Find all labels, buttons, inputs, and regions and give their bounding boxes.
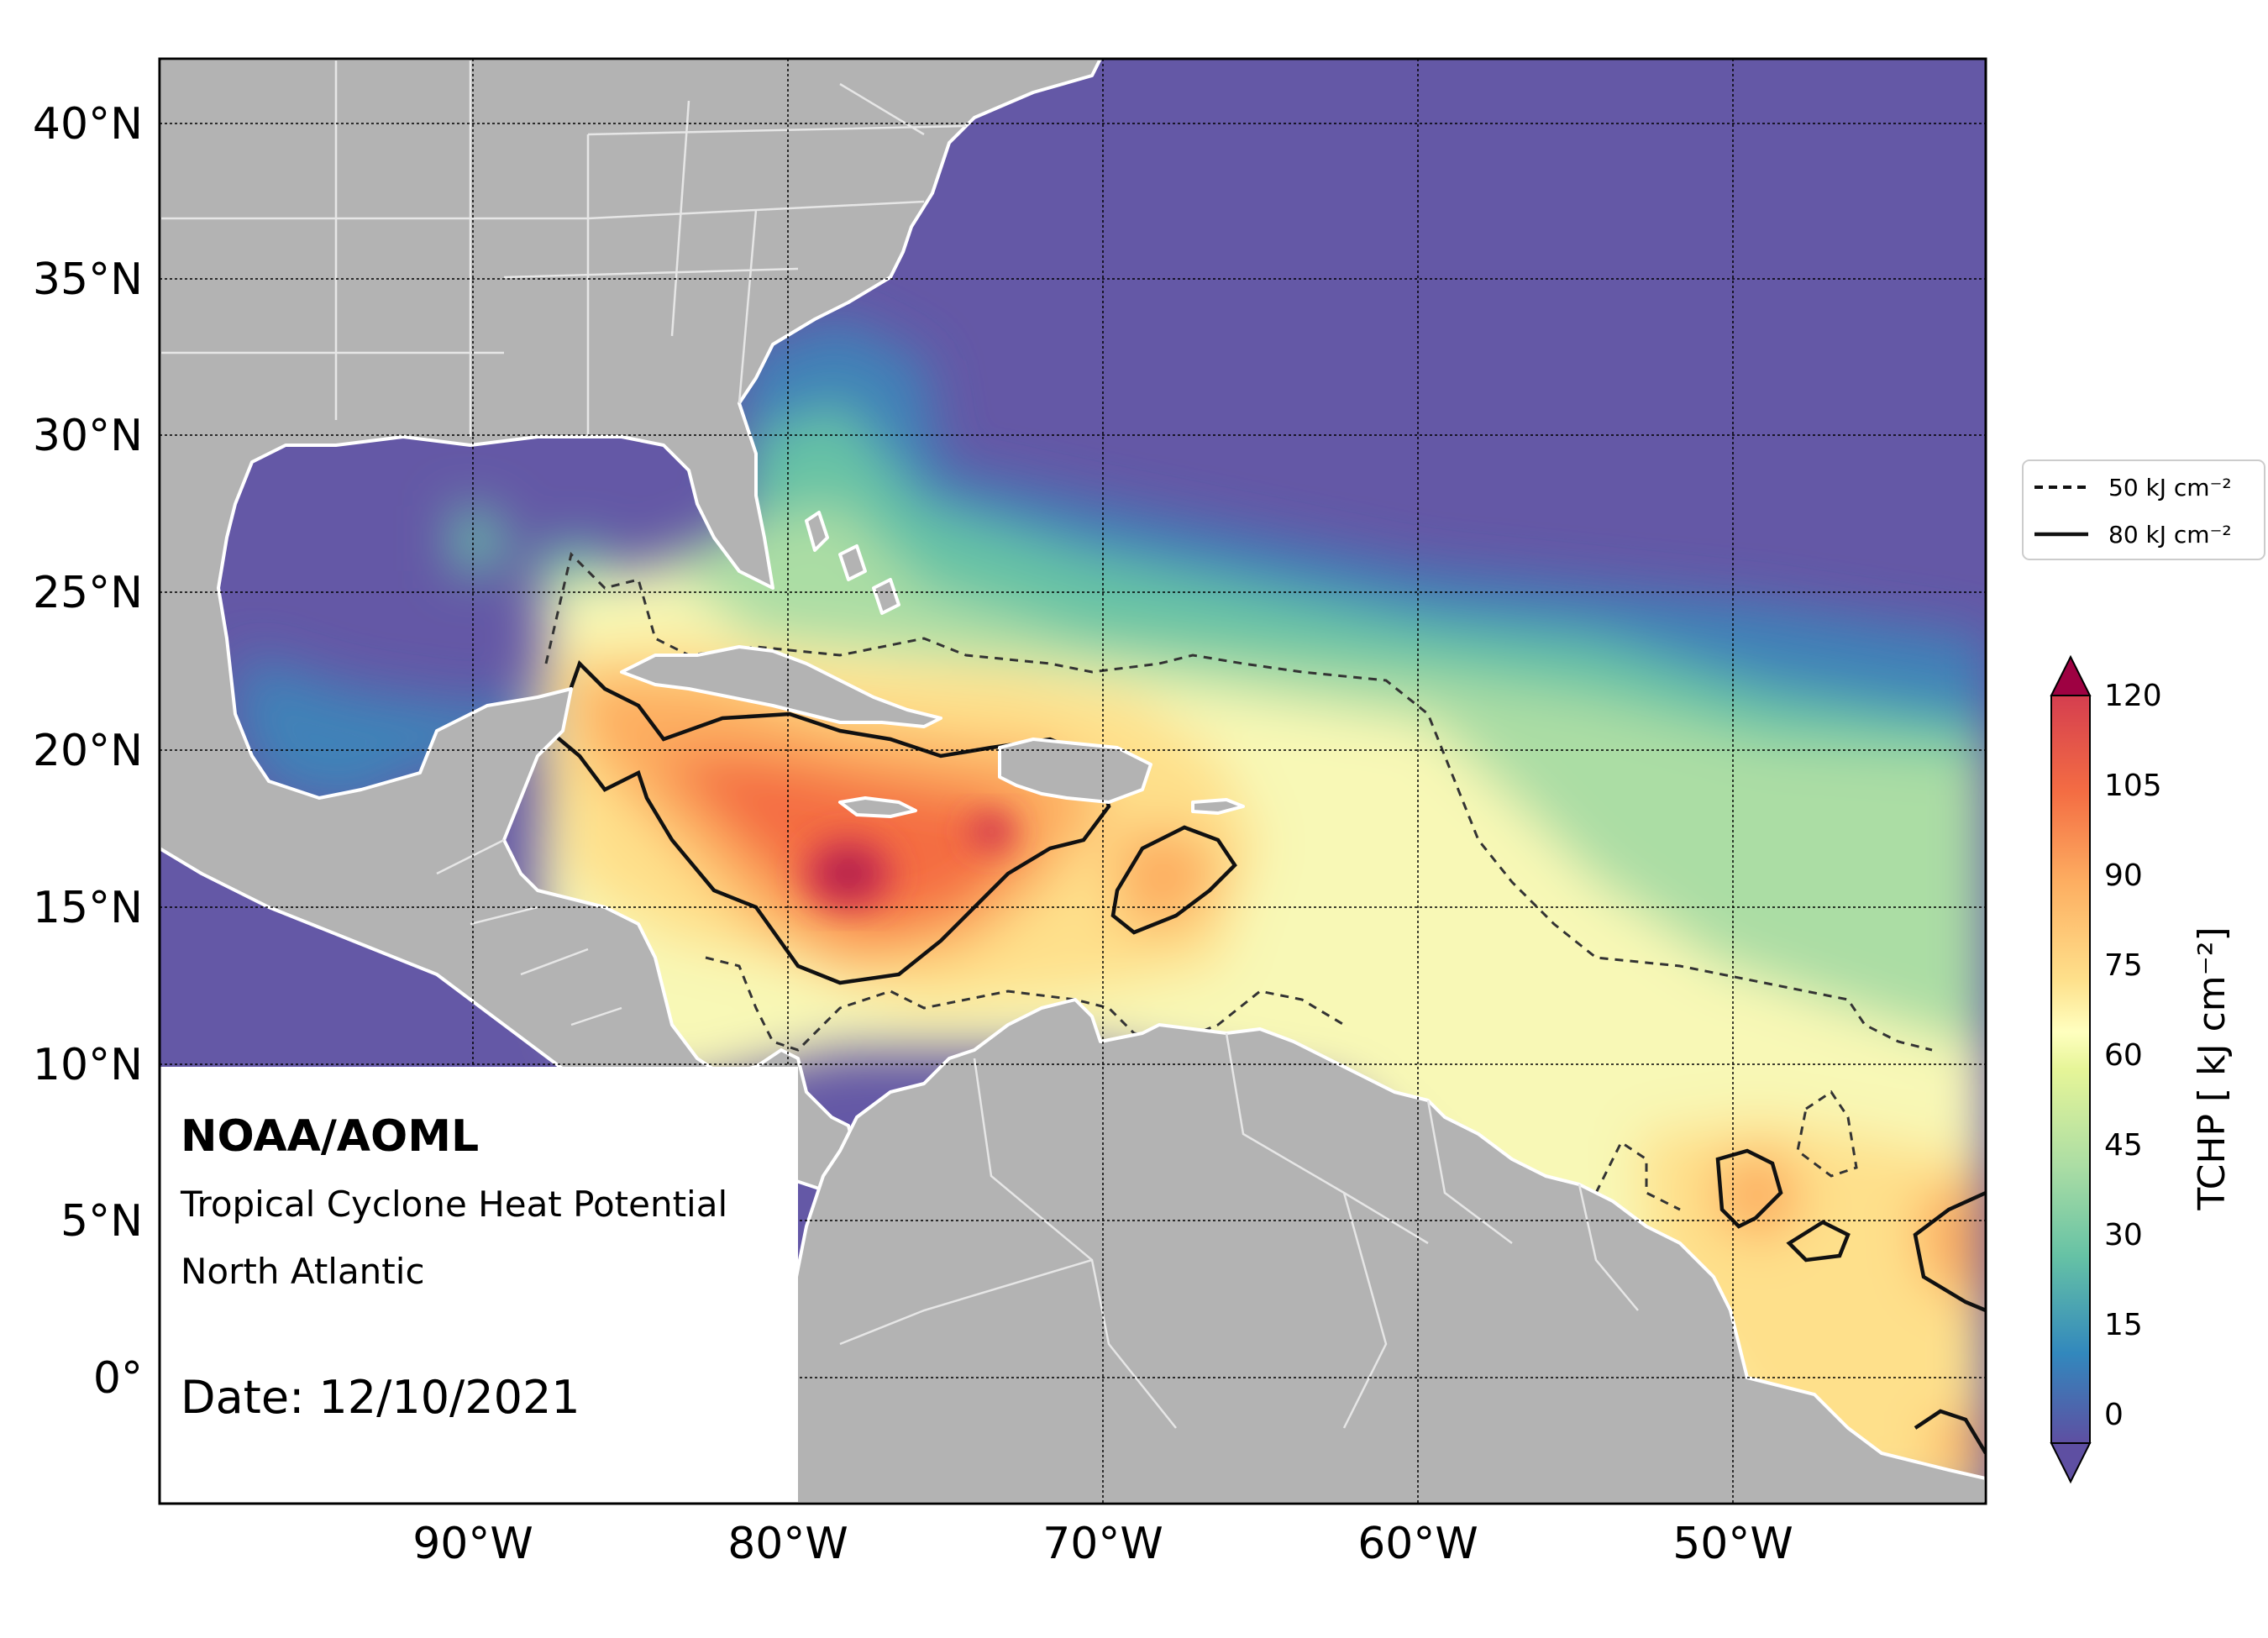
legend-dashed-label: 50 kJ cm⁻² xyxy=(2108,474,2232,501)
lat-label-0: 0° xyxy=(93,1353,143,1404)
contour-80-south-2 xyxy=(1786,1220,1851,1263)
lon-label-80: 80°W xyxy=(727,1519,848,1569)
colorbar-top-arrow xyxy=(2050,654,2092,696)
tchp-gulf-cool xyxy=(235,655,605,806)
contour-legend: 50 kJ cm⁻² 80 kJ cm⁻² xyxy=(2022,459,2265,560)
info-title: Tropical Cyclone Heat Potential xyxy=(180,1184,727,1225)
contour-80-south-3 xyxy=(1913,1190,1986,1313)
tchp-second-core xyxy=(968,813,1015,850)
cb-tick-30: 30 xyxy=(2104,1218,2143,1252)
borders xyxy=(160,59,1639,1429)
info-org: NOAA/AOML xyxy=(181,1111,479,1162)
contour-80-south-1 xyxy=(1715,1148,1783,1229)
lat-label-10: 10°N xyxy=(33,1040,143,1090)
lon-label-50: 50°W xyxy=(1672,1519,1793,1569)
map-area xyxy=(160,59,1986,1504)
border-lines-us xyxy=(160,59,967,437)
contour-50-south xyxy=(705,956,1345,1052)
lat-label-35: 35°N xyxy=(33,255,143,305)
contour-80-caribbean xyxy=(552,659,1111,985)
lat-label-15: 15°N xyxy=(33,883,143,933)
lat-label-30: 30°N xyxy=(33,411,143,461)
cb-tick-60: 60 xyxy=(2104,1038,2143,1073)
info-region: North Atlantic xyxy=(181,1251,425,1292)
contour-50-north xyxy=(544,552,1933,1052)
contour-80-east-caribbean xyxy=(1110,825,1237,935)
cb-tick-15: 15 xyxy=(2104,1308,2143,1342)
land-jamaica xyxy=(838,796,917,818)
lat-label-40: 40°N xyxy=(33,99,143,150)
contour-50-east xyxy=(1796,1089,1858,1178)
land-puerto-rico xyxy=(1191,798,1245,815)
lon-label-60: 60°W xyxy=(1357,1519,1478,1569)
info-date: Date: 12/10/2021 xyxy=(181,1371,580,1424)
contour-50 xyxy=(544,552,1933,1211)
contour-50-southeast xyxy=(1594,1140,1681,1211)
legend-solid-label: 80 kJ cm⁻² xyxy=(2108,521,2232,549)
contour-80 xyxy=(552,659,1986,1455)
border-lines-south-america xyxy=(839,1032,1639,1429)
colorbar-bottom-arrow xyxy=(2050,1442,2092,1484)
lat-label-25: 25°N xyxy=(33,568,143,618)
border-lines-central-america xyxy=(436,838,622,1026)
lon-label-70: 70°W xyxy=(1042,1519,1163,1569)
lon-labels: 90°W 80°W 70°W 60°W 50°W xyxy=(412,1519,1793,1569)
lon-label-90: 90°W xyxy=(412,1519,533,1569)
colorbar-ticks: 120 105 90 75 60 45 30 15 0 xyxy=(2104,679,2162,1432)
cb-tick-105: 105 xyxy=(2104,769,2162,803)
land-bahamas xyxy=(805,511,900,615)
contour-80-south-4 xyxy=(1914,1409,1986,1455)
info-panel xyxy=(160,1067,798,1504)
cb-tick-45: 45 xyxy=(2104,1128,2143,1163)
colorbar-gradient xyxy=(2050,695,2091,1444)
lat-label-5: 5°N xyxy=(60,1196,143,1247)
cb-tick-0: 0 xyxy=(2104,1398,2124,1432)
tchp-orange-east xyxy=(1109,823,1226,932)
tchp-darkred-core xyxy=(825,855,872,892)
tchp-orange-south xyxy=(1714,1151,1986,1478)
land-hispaniola xyxy=(998,738,1152,804)
tchp-core xyxy=(802,813,1015,911)
cb-tick-75: 75 xyxy=(2104,948,2143,983)
lat-label-20: 20°N xyxy=(33,726,143,776)
info-block: NOAA/AOML Tropical Cyclone Heat Potentia… xyxy=(180,1111,727,1424)
colorbar-label: TCHP [ kJ cm⁻²] xyxy=(2191,927,2234,1210)
cb-tick-120: 120 xyxy=(2104,679,2162,713)
map-frame xyxy=(158,57,1987,1505)
lat-labels: 40°N 35°N 30°N 25°N 20°N 15°N 10°N 5°N 0… xyxy=(33,99,143,1404)
cb-tick-90: 90 xyxy=(2104,858,2143,893)
land-cuba xyxy=(620,645,942,728)
colorbar: 120 105 90 75 60 45 30 15 0 TCHP [ kJ cm… xyxy=(2050,654,2234,1484)
